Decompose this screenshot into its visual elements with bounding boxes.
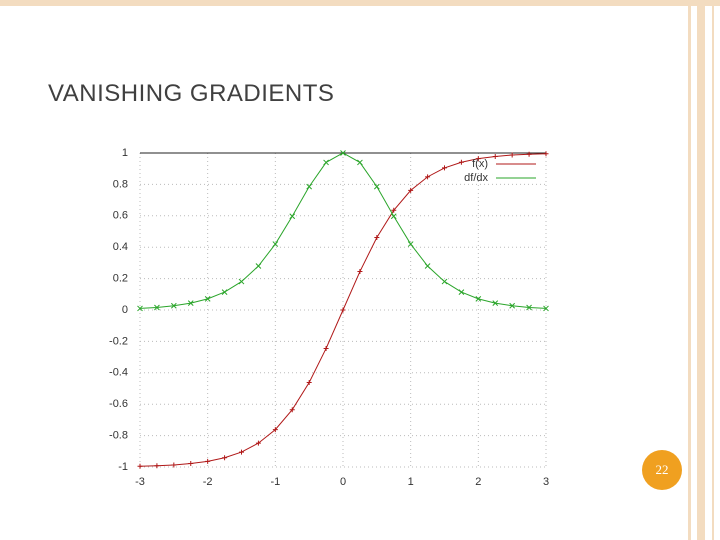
- y-tick-label: -0.6: [109, 398, 128, 410]
- point-marker: [154, 304, 160, 311]
- point-marker: [407, 241, 414, 247]
- decor-stripe: [688, 0, 691, 540]
- point-marker: [323, 345, 329, 351]
- point-marker: [272, 241, 279, 247]
- x-tick-label: 0: [340, 476, 346, 488]
- y-tick-label: 0.6: [113, 210, 128, 222]
- x-tick-label: 2: [475, 476, 481, 488]
- decor-stripe: [697, 0, 705, 540]
- point-marker: [543, 151, 549, 157]
- point-marker: [340, 150, 346, 156]
- point-marker: [222, 455, 228, 461]
- point-marker: [154, 463, 160, 469]
- y-tick-label: 1: [122, 147, 128, 159]
- point-marker: [137, 463, 143, 469]
- point-marker: [306, 183, 313, 190]
- point-marker: [255, 263, 262, 269]
- point-marker: [509, 152, 515, 158]
- point-marker: [357, 269, 363, 275]
- point-marker: [137, 305, 143, 312]
- legend-label: df/dx: [464, 172, 488, 184]
- point-marker: [526, 151, 532, 157]
- point-marker: [289, 213, 296, 220]
- point-marker: [255, 440, 261, 446]
- point-marker: [458, 159, 464, 165]
- point-marker: [425, 174, 431, 180]
- decor-top: [0, 0, 720, 6]
- x-tick-label: -1: [270, 476, 280, 488]
- point-marker: [458, 289, 465, 295]
- point-marker: [272, 427, 278, 433]
- point-marker: [391, 207, 397, 213]
- point-marker: [543, 305, 549, 312]
- point-marker: [205, 458, 211, 464]
- decor-stripe: [712, 0, 714, 540]
- page-number: 22: [642, 450, 682, 490]
- point-marker: [323, 159, 329, 166]
- point-marker: [289, 407, 295, 413]
- point-marker: [306, 380, 312, 386]
- point-marker: [442, 165, 447, 171]
- point-marker: [475, 295, 482, 302]
- y-tick-label: 0.4: [113, 241, 128, 253]
- y-tick-label: 0.8: [113, 178, 128, 190]
- x-tick-label: 1: [408, 476, 414, 488]
- point-marker: [373, 183, 380, 190]
- point-marker: [374, 234, 380, 240]
- point-marker: [424, 263, 431, 269]
- y-tick-label: 0: [122, 304, 128, 316]
- point-marker: [526, 304, 532, 311]
- point-marker: [441, 278, 448, 285]
- point-marker: [492, 300, 499, 306]
- point-marker: [221, 289, 228, 295]
- x-tick-label: -3: [135, 476, 145, 488]
- point-marker: [509, 302, 516, 309]
- point-marker: [171, 462, 177, 468]
- x-tick-label: -2: [203, 476, 213, 488]
- y-tick-label: -0.8: [109, 430, 128, 442]
- point-marker: [357, 159, 363, 166]
- y-tick-label: -0.4: [109, 367, 128, 379]
- chart: -1 -0.8 -0.6 -0.4 -0.2 0 0.2 0.4 0.6 0.8 1 -3 -2 -1 0 1…: [109, 147, 549, 488]
- point-marker: [492, 153, 498, 159]
- point-marker: [475, 156, 481, 162]
- y-tick-label: -1: [118, 461, 128, 473]
- y-tick-label: -0.2: [109, 335, 128, 347]
- point-marker: [238, 278, 245, 285]
- y-tick-label: 0.2: [113, 273, 128, 285]
- point-marker: [188, 461, 194, 467]
- point-marker: [408, 187, 414, 193]
- point-marker: [340, 307, 346, 313]
- slide-title: VANISHING GRADIENTS: [48, 80, 335, 107]
- point-marker: [390, 213, 397, 220]
- point-marker: [239, 449, 244, 455]
- point-marker: [204, 295, 211, 302]
- x-tick-label: 3: [543, 476, 549, 488]
- point-marker: [187, 300, 194, 306]
- legend-label: f(x): [472, 158, 488, 170]
- point-marker: [170, 302, 177, 309]
